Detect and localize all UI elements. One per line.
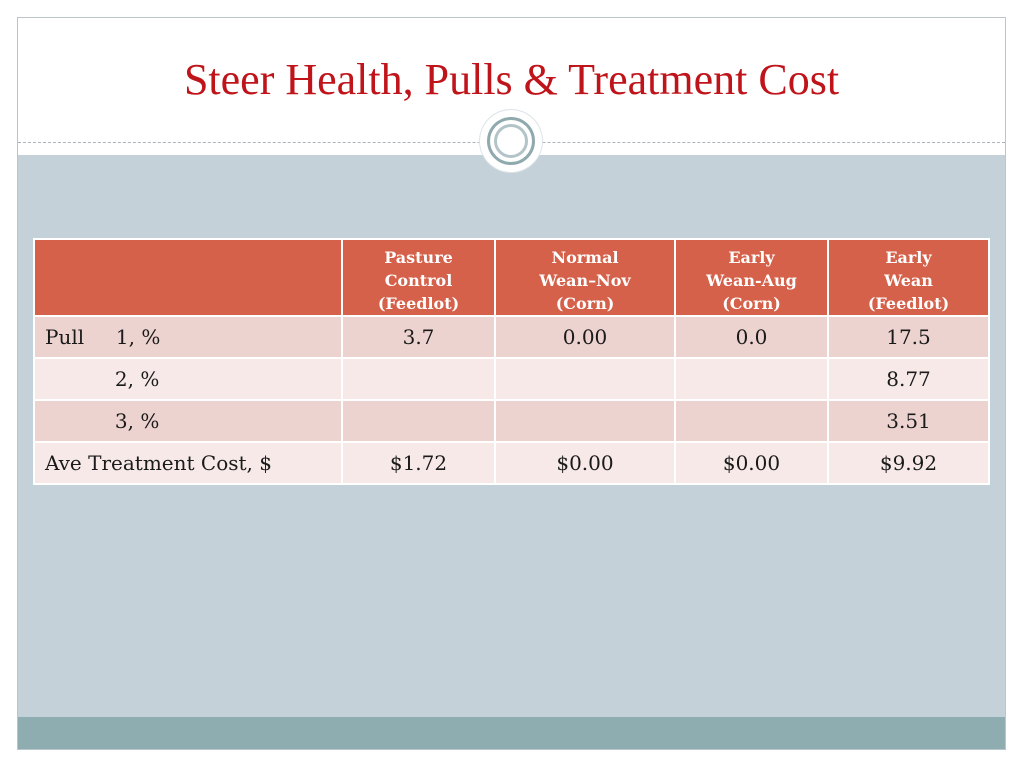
table-row: 3, % 3.51 xyxy=(33,399,990,443)
table-cell: 0.0 xyxy=(674,315,829,359)
table-header-row: Pasture Control (Feedlot) Normal Wean–No… xyxy=(33,238,990,317)
row-label: Ave Treatment Cost, $ xyxy=(33,441,343,485)
table-cell: $9.92 xyxy=(827,441,990,485)
table-row: 2, % 8.77 xyxy=(33,357,990,401)
header-cell-early-wean-aug: Early Wean-Aug (Corn) xyxy=(674,238,829,317)
table-row: Ave Treatment Cost, $ $1.72 $0.00 $0.00 … xyxy=(33,441,990,485)
circle-ornament-icon xyxy=(480,110,542,172)
table-cell: $0.00 xyxy=(494,441,676,485)
table-row: Pull 1, % 3.7 0.00 0.0 17.5 xyxy=(33,315,990,359)
table-cell: 17.5 xyxy=(827,315,990,359)
table-cell xyxy=(674,357,829,401)
row-label: 2, % xyxy=(33,357,343,401)
row-label: Pull 1, % xyxy=(33,315,343,359)
table-cell: $0.00 xyxy=(674,441,829,485)
slide-title: Steer Health, Pulls & Treatment Cost xyxy=(183,55,840,104)
table-cell xyxy=(674,399,829,443)
table-cell: 0.00 xyxy=(494,315,676,359)
table-cell: 3.51 xyxy=(827,399,990,443)
header-cell-early-wean-feedlot: Early Wean (Feedlot) xyxy=(827,238,990,317)
table-cell: 3.7 xyxy=(341,315,496,359)
row-label: 3, % xyxy=(33,399,343,443)
table-cell xyxy=(494,357,676,401)
header-cell-normal-wean: Normal Wean–Nov (Corn) xyxy=(494,238,676,317)
table-cell xyxy=(341,357,496,401)
table-cell xyxy=(341,399,496,443)
treatment-cost-table: Pasture Control (Feedlot) Normal Wean–No… xyxy=(33,238,990,485)
header-cell-empty xyxy=(33,238,343,317)
header-cell-pasture-control: Pasture Control (Feedlot) xyxy=(341,238,496,317)
table-cell: 8.77 xyxy=(827,357,990,401)
footer-band xyxy=(18,717,1005,749)
table-cell xyxy=(494,399,676,443)
table-cell: $1.72 xyxy=(341,441,496,485)
